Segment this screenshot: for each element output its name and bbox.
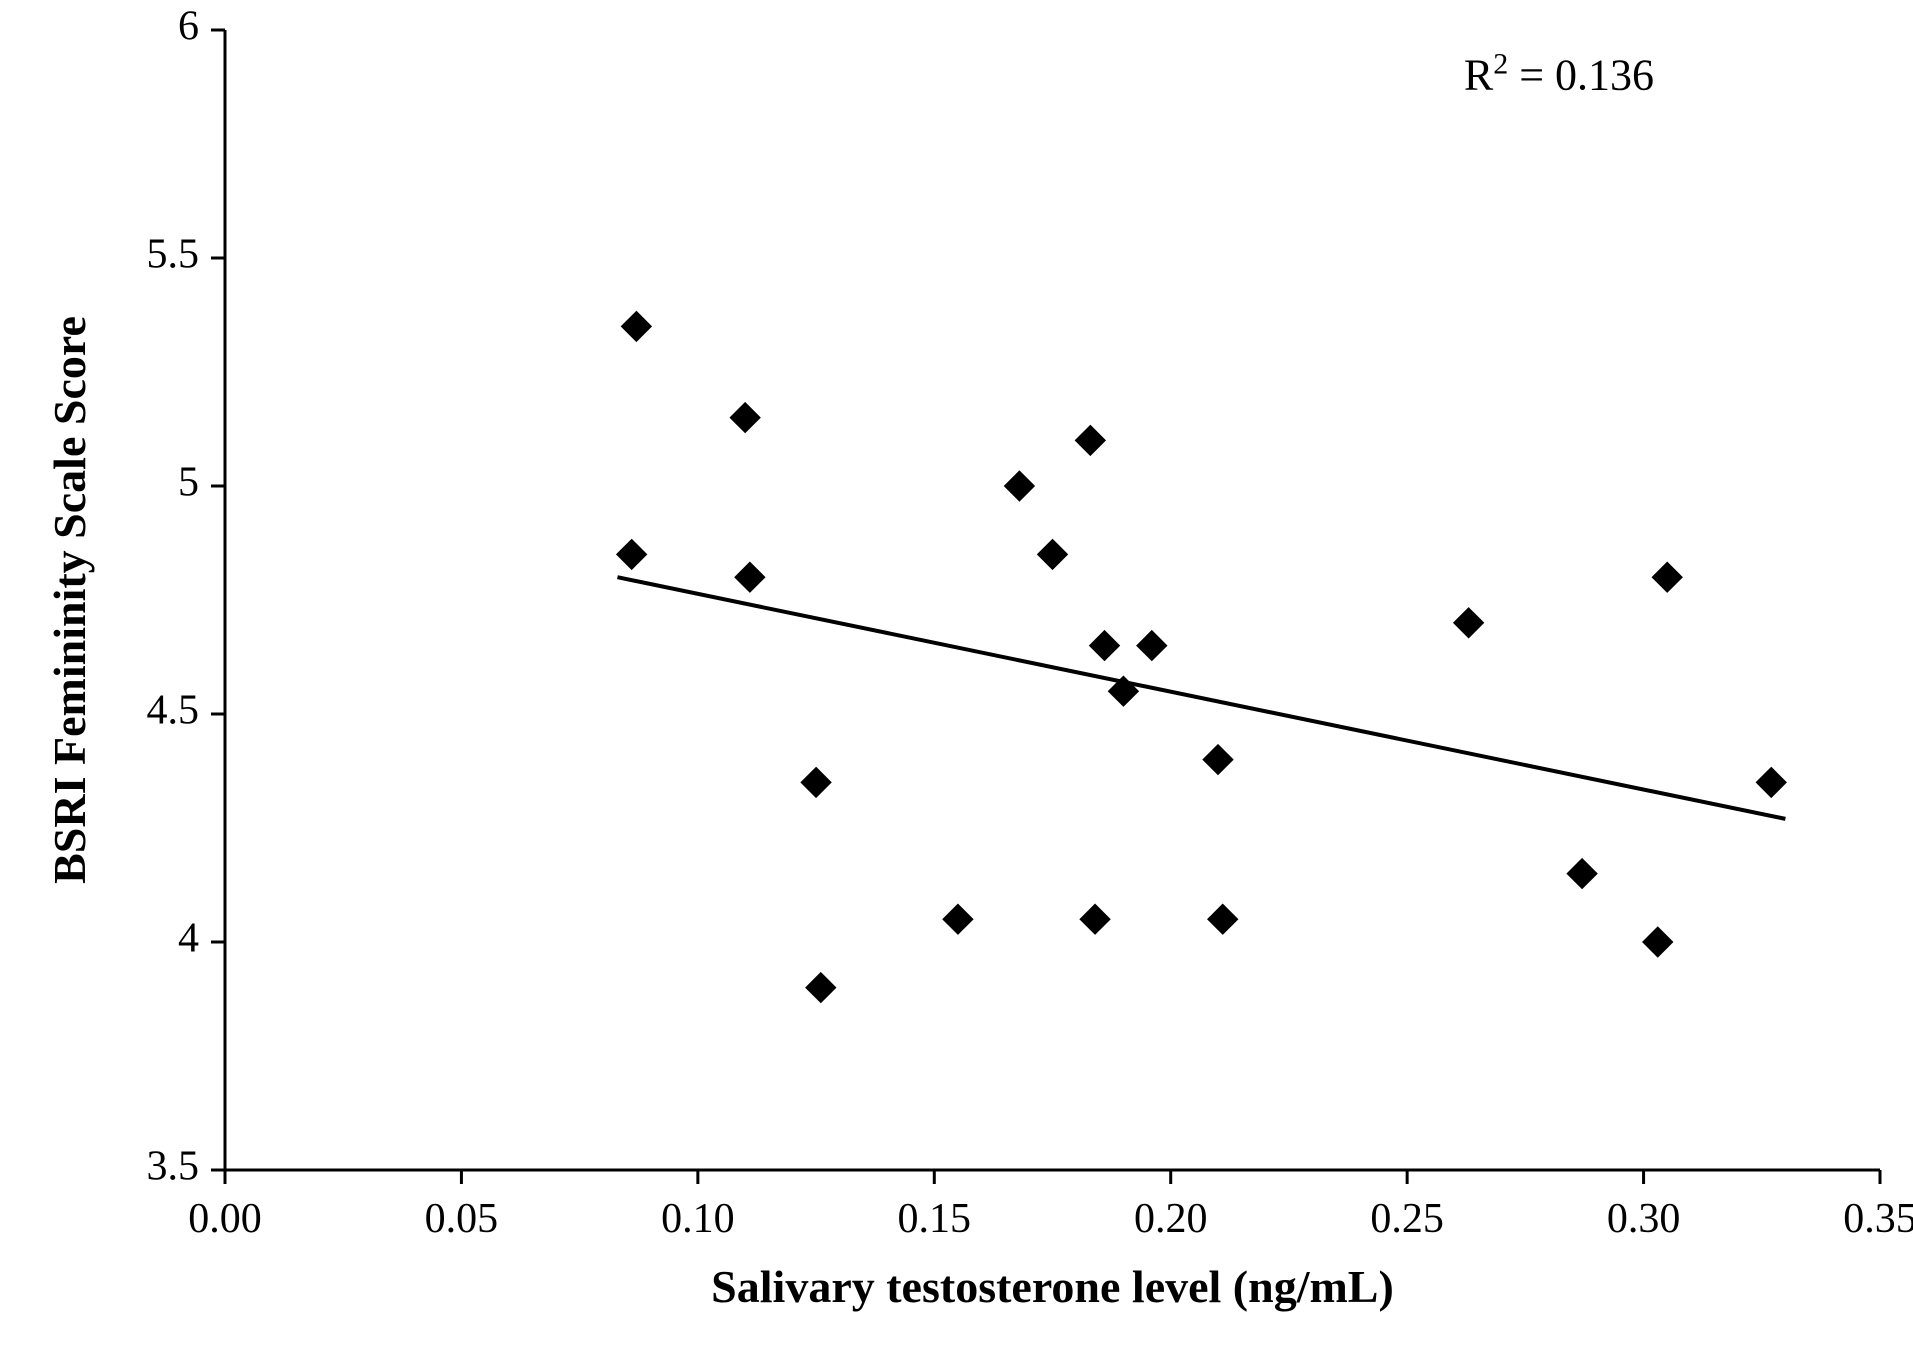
- scatter-chart: 3.5 4 4.5 5 5.5 6 0.00 0.05 0.10 0.15 0.20 0.25 0.30…: [0, 0, 1913, 1372]
- x-tick-label: 0.10: [661, 1196, 735, 1242]
- y-tick-label: 5: [178, 460, 199, 506]
- x-tick-label: 0.05: [425, 1196, 499, 1242]
- y-tick-label: 4.5: [147, 688, 200, 734]
- x-tick-label: 0.35: [1843, 1196, 1913, 1242]
- x-tick-label: 0.25: [1370, 1196, 1444, 1242]
- x-tick-label: 0.20: [1134, 1196, 1208, 1242]
- r-squared-label: R2 = 0.136: [1464, 47, 1654, 100]
- x-tick-label: 0.30: [1607, 1196, 1681, 1242]
- chart-bg: [0, 0, 1913, 1372]
- y-tick-label: 3.5: [147, 1144, 200, 1190]
- y-tick-label: 4: [178, 916, 199, 962]
- y-axis-label: BSRI Femininity Scale Score: [44, 316, 95, 884]
- x-axis-label: Salivary testosterone level (ng/mL): [711, 1261, 1394, 1312]
- x-tick-label: 0.15: [898, 1196, 972, 1242]
- y-tick-label: 6: [178, 4, 199, 50]
- x-tick-label: 0.00: [188, 1196, 262, 1242]
- y-tick-label: 5.5: [147, 232, 200, 278]
- chart-svg: 3.5 4 4.5 5 5.5 6 0.00 0.05 0.10 0.15 0.20 0.25 0.30…: [0, 0, 1913, 1372]
